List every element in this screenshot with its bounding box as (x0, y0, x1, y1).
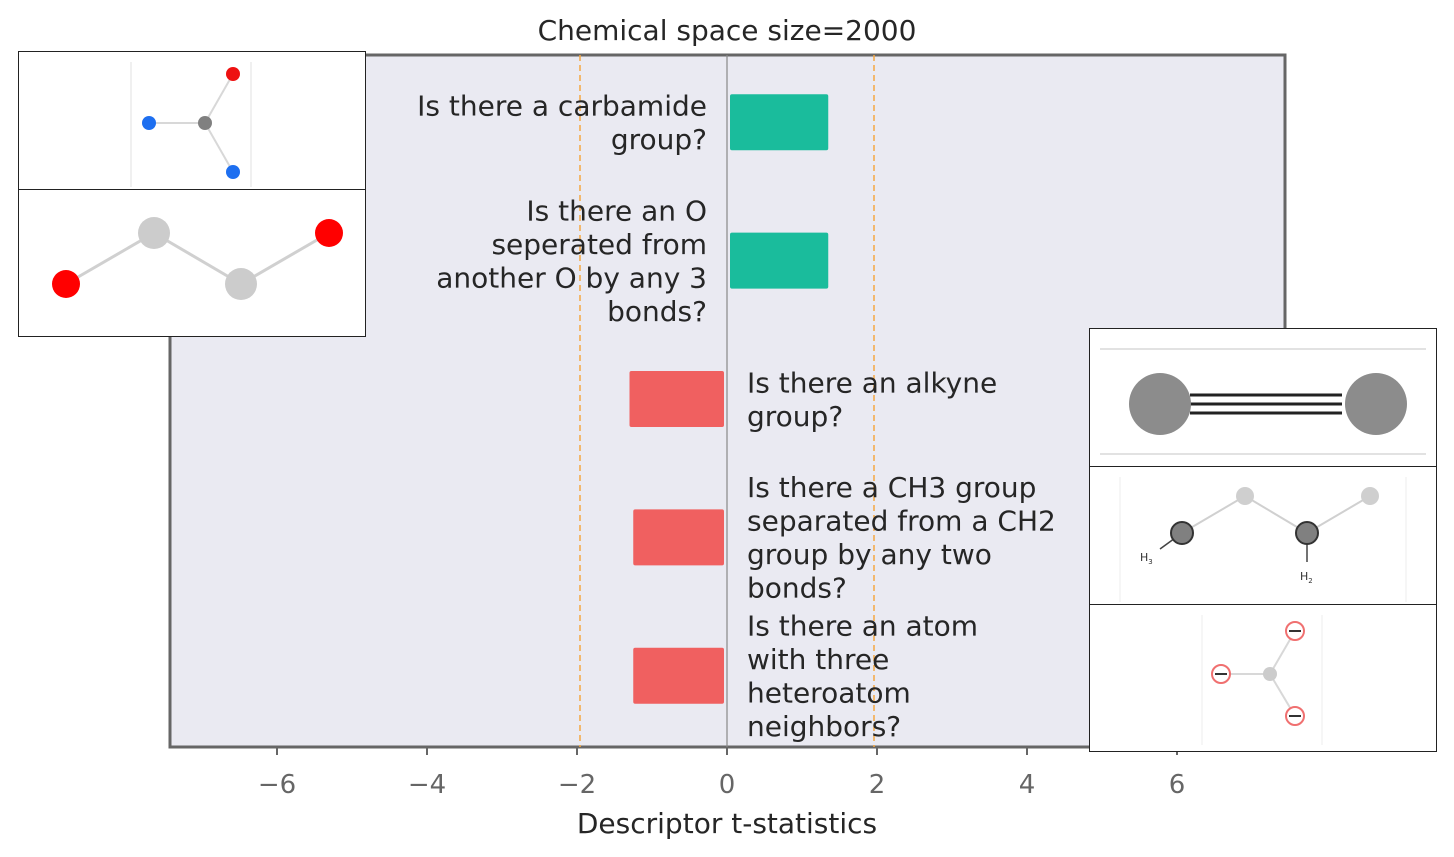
ch3-ch2-molecule-image: H3 H2 (1089, 466, 1437, 606)
bar-label-3: Is there a CH3 group separated from a CH2… (747, 471, 1056, 605)
chart-title: Chemical space size=2000 (538, 14, 917, 47)
x-tick-label-2: −2 (558, 770, 596, 800)
bar-label-2: Is there an alkyne group? (747, 366, 997, 433)
heteroatom-icon (1211, 621, 1305, 726)
x-tick-label-0: −6 (258, 770, 296, 800)
trivalent-heteroatom-icon (1201, 615, 1323, 745)
alkyne-molecule-image (1089, 328, 1437, 468)
three-heteroatom-molecule-image (1089, 604, 1437, 752)
alkyne-triple-bond-icon (1100, 348, 1426, 455)
oxygen-chain-structure-icon (52, 217, 343, 300)
bar-label-4: Is there an atom with three heteroatom neig… (747, 610, 978, 744)
svg-text:H2: H2 (1300, 570, 1313, 585)
x-tick-label-6: 6 (1169, 770, 1186, 800)
bar-3 (633, 509, 724, 566)
x-tick-label-1: −4 (408, 770, 446, 800)
bar-2 (629, 371, 724, 427)
x-tick-label-4: 2 (869, 770, 886, 800)
bar-1 (730, 232, 829, 289)
carbamide-molecule-image (18, 51, 366, 191)
svg-text:H3: H3 (1140, 551, 1153, 566)
ch3-ch2-chain-icon: H3 H2 (1119, 477, 1407, 602)
o-o-three-bond-molecule-image (18, 189, 366, 337)
carbamide-structure-icon (130, 62, 252, 187)
x-tick-label-5: 4 (1019, 770, 1036, 800)
x-tick-label-3: 0 (719, 770, 736, 800)
bar-0 (730, 94, 829, 151)
bar-label-0: Is there a carbamide group? (417, 89, 707, 156)
bar-4 (633, 647, 724, 704)
x-axis-label: Descriptor t-statistics (577, 807, 877, 840)
